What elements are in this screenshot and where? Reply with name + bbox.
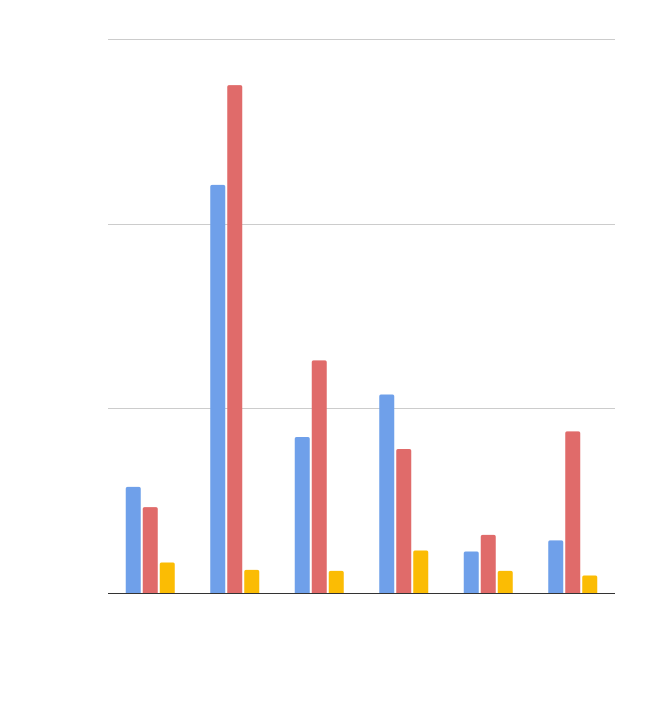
bar-series-3-category-4: [413, 550, 429, 593]
bar-series-3-category-2: [244, 569, 260, 593]
bar-series-2-category-3: [311, 360, 327, 593]
bar-series-3-category-3: [328, 570, 344, 593]
bar-series-2-category-6: [565, 431, 581, 593]
bar-series-2-category-5: [480, 534, 496, 593]
bar-series-1-category-6: [548, 540, 564, 593]
bar-series-3-category-5: [497, 570, 513, 593]
bar-series-1-category-5: [463, 551, 479, 593]
bar-series-1-category-1: [125, 486, 141, 593]
bar-series-1-category-3: [294, 436, 310, 593]
bar-series-1-category-2: [210, 184, 226, 594]
bar-series-2-category-2: [227, 85, 243, 594]
bar-series-2-category-4: [396, 448, 412, 593]
bar-series-1-category-4: [379, 394, 395, 593]
bars: [125, 85, 598, 594]
bar-series-3-category-6: [582, 575, 598, 593]
bar-series-2-category-1: [142, 507, 158, 593]
bar-series-3-category-1: [159, 562, 175, 593]
gridlines: [108, 39, 615, 409]
